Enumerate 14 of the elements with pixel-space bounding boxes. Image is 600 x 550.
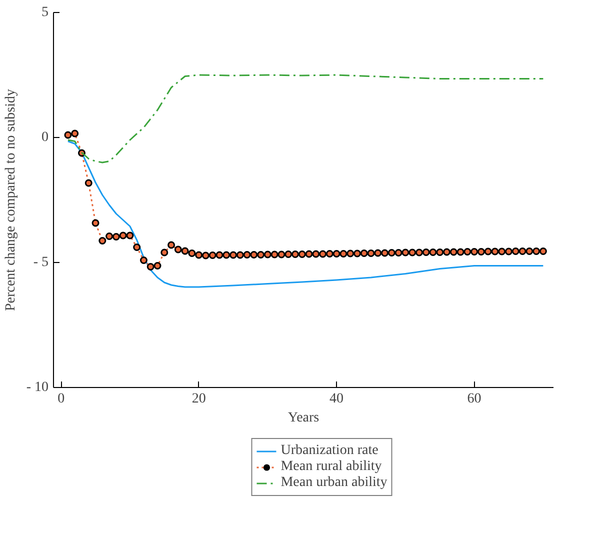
- legend-label: Mean rural ability: [280, 459, 382, 475]
- x-axis-title: Years: [288, 410, 320, 426]
- legend-label: Urbanization rate: [280, 443, 378, 459]
- legend-label: Mean urban ability: [280, 475, 388, 491]
- y-tick-label: 5: [42, 5, 48, 20]
- y-tick-label: - 10: [26, 380, 49, 395]
- line-series: [67, 140, 544, 288]
- y-tick-label: 0: [42, 130, 48, 145]
- x-tick-label: 40: [330, 392, 344, 406]
- y-tick-label: - 5: [33, 255, 49, 270]
- x-tick-label: 20: [192, 392, 206, 406]
- y-axis-title: Percent change compared to no subsidy: [3, 88, 18, 311]
- x-tick-label: 0: [58, 392, 65, 406]
- x-tick-label: 60: [467, 392, 482, 406]
